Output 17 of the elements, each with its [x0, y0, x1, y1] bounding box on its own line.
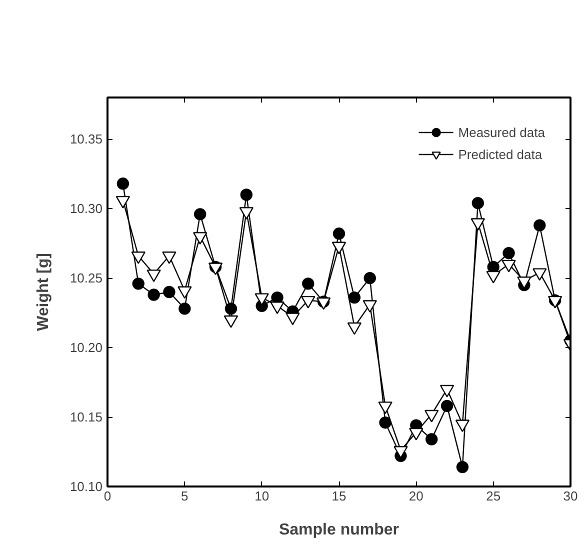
y-axis-title: Weight [g]	[34, 253, 52, 331]
x-axis-title: Sample number	[278, 522, 400, 538]
x-tick-label: 10	[254, 488, 270, 504]
y-tick-label: 10.25	[70, 270, 103, 286]
y-tick-label: 10.15	[70, 410, 103, 425]
x-tick-label: 20	[408, 488, 424, 504]
y-tick-label: 10.20	[70, 340, 103, 356]
x-tick-label: 15	[332, 488, 346, 504]
legend-label: Predicted data	[458, 146, 542, 162]
y-tick-label: 10.30	[70, 201, 103, 216]
x-tick-label: 5	[181, 488, 188, 504]
y-tick-label: 10.10	[70, 479, 103, 494]
x-tick-label: 0	[104, 488, 112, 504]
x-tick-label: 25	[486, 488, 501, 504]
x-tick-label: 30	[563, 488, 578, 504]
legend-label: Measured data	[458, 124, 545, 140]
y-tick-label: 10.35	[70, 132, 103, 147]
